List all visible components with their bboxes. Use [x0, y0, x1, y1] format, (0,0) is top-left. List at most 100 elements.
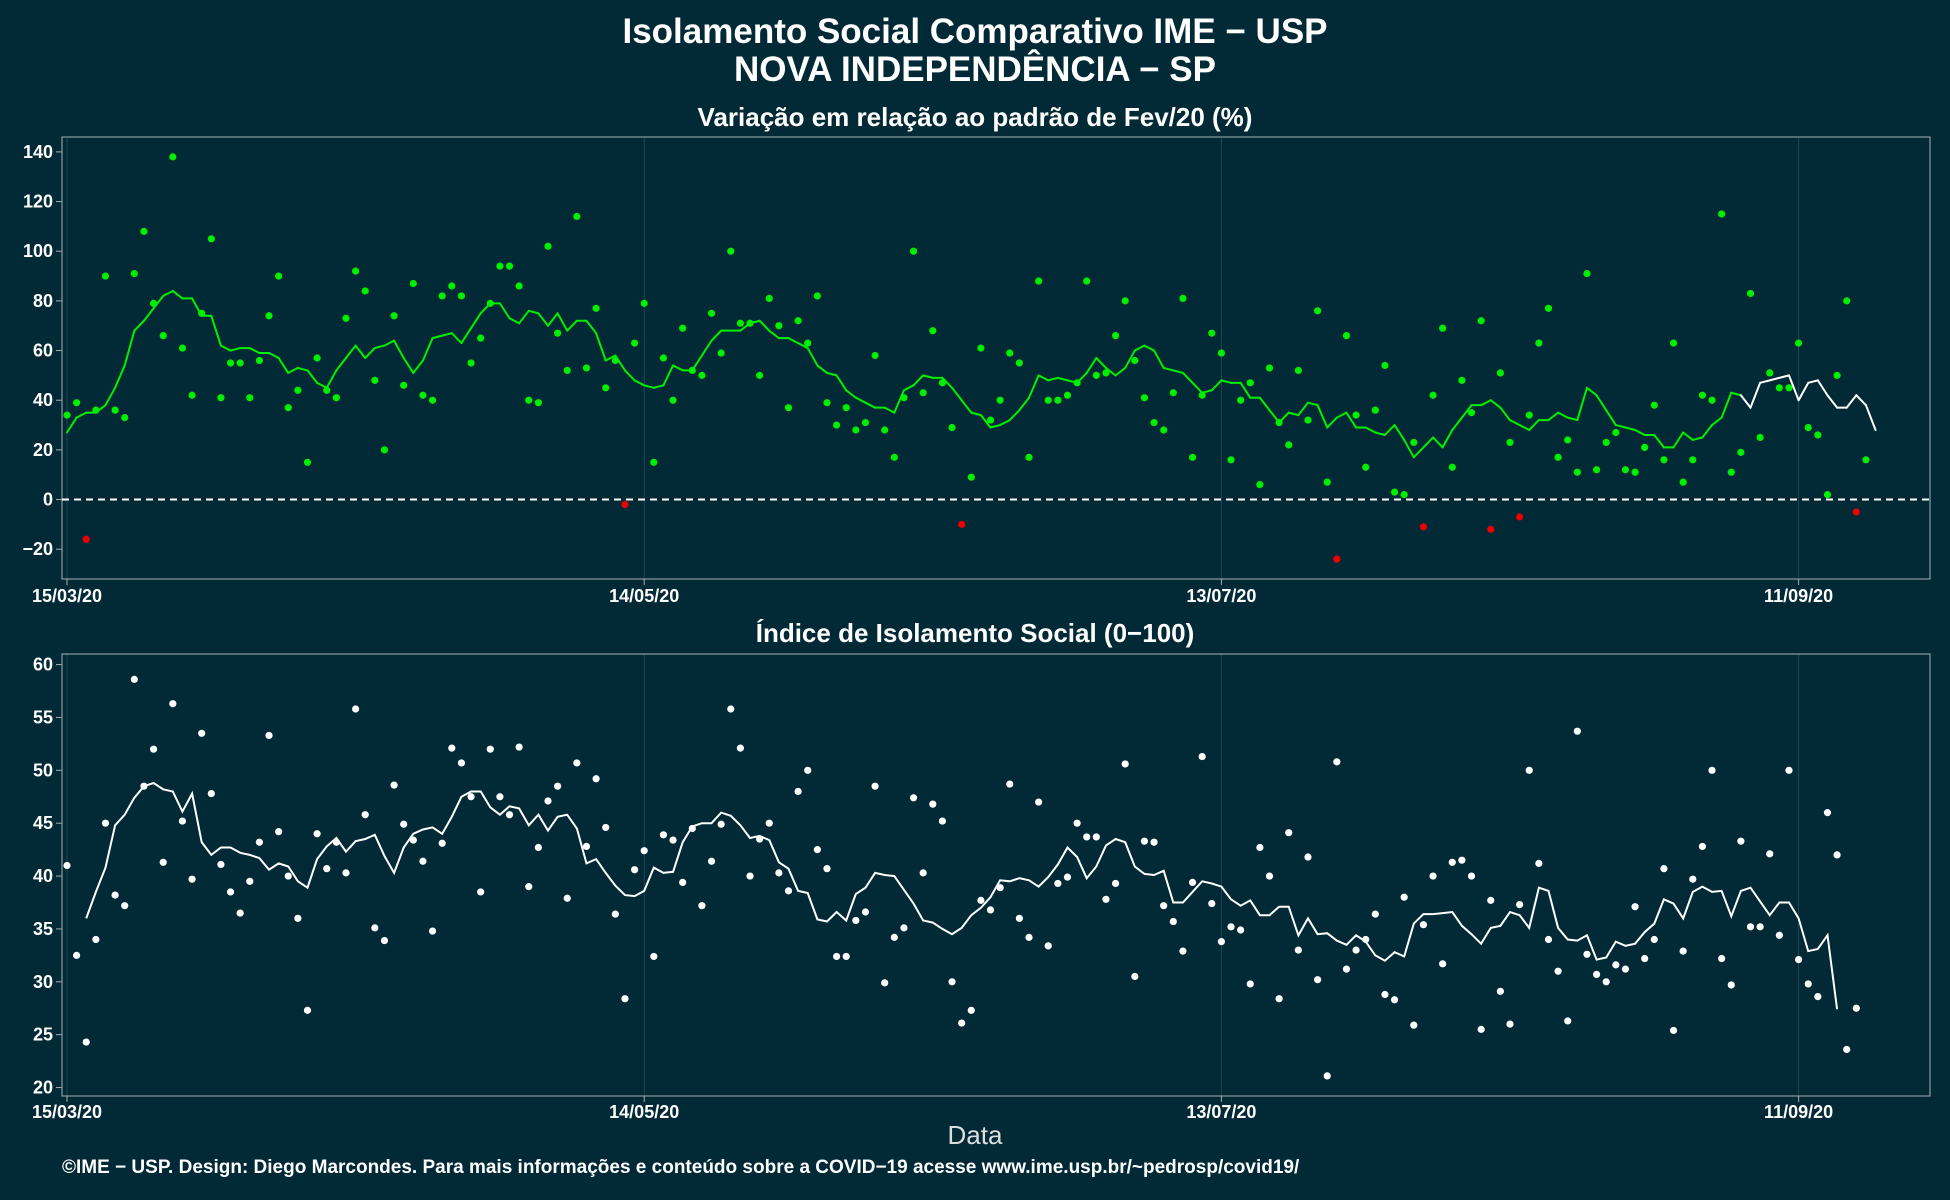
data-point [169, 153, 177, 161]
data-point [958, 1019, 966, 1027]
data-point [1843, 1045, 1851, 1054]
data-point [92, 406, 100, 414]
moving-average-segment [335, 357, 347, 372]
data-point [525, 883, 533, 891]
data-point [967, 473, 975, 481]
data-point [390, 781, 398, 789]
data-point [1035, 277, 1043, 285]
data-point [1718, 210, 1726, 218]
moving-average-segment [643, 384, 655, 389]
moving-average-segment [1691, 436, 1704, 441]
moving-average-segment [1181, 371, 1194, 384]
moving-average-segment [1489, 399, 1502, 409]
moving-average-segment [508, 317, 521, 325]
data-point [198, 309, 206, 317]
moving-average-line [85, 781, 1839, 1010]
data-point [1073, 379, 1081, 387]
data-point [1015, 914, 1023, 922]
data-point [1448, 463, 1456, 471]
data-point [159, 332, 167, 340]
moving-average-segment [114, 364, 126, 389]
data-point [1352, 946, 1360, 954]
data-point [1265, 364, 1274, 372]
data-point [1689, 456, 1697, 464]
data-point [1342, 965, 1351, 973]
data-point [977, 896, 985, 904]
moving-average-segment [1460, 404, 1473, 419]
data-point [1727, 468, 1735, 476]
data-point [1612, 428, 1620, 437]
data-point [948, 978, 956, 986]
data-point [1063, 391, 1072, 399]
data-point [756, 835, 764, 843]
data-point [101, 272, 110, 280]
moving-average-segment [248, 347, 261, 355]
moving-average-segment [1172, 369, 1184, 374]
data-point [592, 775, 600, 783]
data-point [871, 351, 879, 360]
moving-average-segment [633, 379, 646, 387]
moving-average-segment [1316, 404, 1329, 429]
moving-average-segment [547, 312, 559, 327]
moving-average-segment [66, 416, 78, 434]
data-point [178, 817, 187, 825]
data-point [727, 247, 735, 255]
data-point [630, 866, 639, 874]
panel2-title: Índice de Isolamento Social (0−100) [755, 618, 1195, 648]
moving-average-segment [1634, 429, 1646, 436]
moving-average-segment [383, 339, 396, 347]
moving-average-segment [1441, 429, 1454, 449]
data-point [1669, 339, 1678, 347]
data-point [544, 797, 552, 805]
data-point [1689, 875, 1697, 883]
data-point [909, 794, 918, 802]
y-tick-label: 140 [23, 142, 53, 162]
data-point [1804, 423, 1812, 432]
moving-average-segment [797, 342, 809, 350]
data-point [823, 399, 831, 407]
data-point [1121, 297, 1129, 305]
moving-average-segment [1297, 401, 1309, 417]
data-point [967, 1006, 975, 1014]
data-point [784, 404, 793, 412]
data-point [1217, 349, 1225, 357]
data-point [409, 836, 417, 844]
data-point [1390, 996, 1399, 1004]
moving-average-segment [1749, 381, 1762, 409]
data-point [525, 396, 533, 404]
data-point [1073, 819, 1081, 827]
data-point [794, 787, 802, 796]
moving-average-segment [1028, 374, 1040, 399]
panel-2: 20 25 30 35 40 45 50 55 60 15/03/20 14/05/20 13/07/… [32, 653, 1931, 1122]
data-point [611, 910, 619, 918]
moving-average-segment [1605, 409, 1617, 427]
moving-average-segment [1624, 426, 1637, 432]
data-point [313, 354, 321, 362]
data-point [1718, 954, 1726, 963]
moving-average-segment [229, 347, 242, 352]
data-point [515, 282, 523, 290]
moving-average-segment [1412, 446, 1425, 459]
moving-average-segment [1191, 381, 1204, 394]
x-tick-label: 14/05/20 [609, 586, 679, 606]
data-point [140, 227, 148, 235]
data-point [1111, 332, 1120, 340]
moving-average-segment [604, 354, 617, 362]
x-tick-label: 15/03/20 [32, 1102, 102, 1122]
moving-average-segment [623, 369, 636, 382]
data-point [794, 317, 802, 325]
data-point [1083, 277, 1091, 285]
data-point [505, 262, 514, 270]
data-point [1583, 269, 1591, 278]
moving-average-segment [902, 384, 915, 392]
data-point [1525, 411, 1533, 419]
moving-average-segment [1480, 399, 1492, 407]
data-point [1333, 555, 1341, 563]
moving-average-segment [518, 309, 530, 325]
moving-average-segment [672, 364, 684, 372]
data-point [929, 327, 937, 335]
data-point [226, 888, 235, 896]
moving-average-segment [1499, 406, 1511, 422]
data-point [1496, 987, 1504, 995]
data-point [246, 877, 254, 885]
